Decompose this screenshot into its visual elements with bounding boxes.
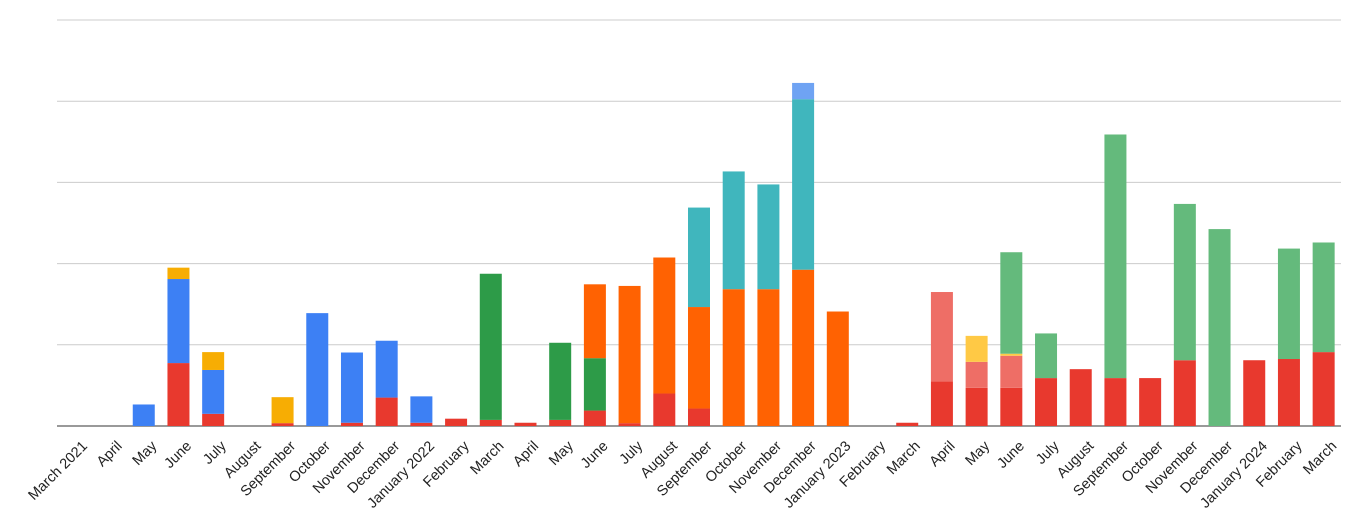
bar-segment: [306, 313, 329, 426]
bar-segment: [583, 358, 606, 411]
x-tick-label: July: [200, 438, 230, 468]
bar-segment: [618, 285, 641, 424]
bar-segment: [479, 419, 502, 426]
bar-segment: [202, 369, 225, 414]
bar-segment: [1104, 378, 1127, 426]
bar-segment: [826, 311, 849, 426]
bar-segment: [132, 404, 155, 426]
bar-segment: [410, 422, 433, 426]
bar-segment: [653, 393, 676, 426]
bar-segment: [965, 387, 988, 426]
bar-segment: [167, 279, 190, 364]
x-tick-label: April: [927, 438, 959, 470]
x-tick-label: May: [130, 438, 161, 469]
x-tick-label: March 2021: [25, 438, 90, 503]
bar-segment: [583, 284, 606, 359]
bar-segment: [1208, 229, 1231, 426]
x-axis: March 2021 April May June JulyAugustSeptembe…: [25, 438, 1340, 512]
bar-segment: [1035, 333, 1058, 379]
x-tick-label: March: [468, 438, 508, 478]
bar-segment: [930, 292, 953, 382]
bar-segment: [479, 273, 502, 420]
x-tick-label: April: [94, 438, 126, 470]
bar-segment: [896, 422, 919, 426]
bar-segment: [965, 335, 988, 362]
bar-segment: [722, 289, 745, 426]
bar-segment: [583, 410, 606, 426]
bar-segment: [1277, 248, 1300, 360]
bar-segment: [1139, 378, 1162, 426]
bar-segment: [792, 99, 815, 270]
bar-segment: [1000, 252, 1023, 354]
bar-segment: [1243, 360, 1266, 426]
x-tick-label: April: [510, 438, 542, 470]
bar-segment: [1277, 359, 1300, 426]
bar-segment: [1173, 360, 1196, 426]
bar-segment: [202, 352, 225, 370]
bar-segment: [1312, 352, 1335, 426]
bar-segment: [340, 352, 363, 423]
bar-segment: [688, 307, 710, 409]
x-tick-label: June: [162, 438, 196, 472]
x-tick-label: June: [994, 438, 1028, 472]
x-tick-label: July: [1033, 438, 1063, 468]
x-tick-label: June: [578, 438, 612, 472]
bar-segment: [688, 207, 710, 308]
bar-segment: [1173, 203, 1196, 361]
bar-segment: [167, 363, 190, 426]
bar-segment: [445, 418, 468, 426]
bar-segment: [375, 340, 398, 398]
bar-segment: [514, 422, 537, 426]
bar-segment: [757, 289, 780, 426]
bar-segment: [410, 396, 433, 423]
bar-segment: [965, 361, 988, 388]
bar-segment: [757, 184, 780, 290]
bar-segment: [653, 257, 676, 394]
bar-segment: [340, 422, 363, 426]
x-tick-label: May: [963, 438, 994, 469]
bar-segment: [1000, 353, 1023, 356]
bar-segment: [1000, 387, 1023, 426]
bar-segment: [1069, 369, 1092, 426]
bar-segment: [618, 423, 641, 426]
bar-segment: [167, 267, 190, 280]
bar-segment: [688, 408, 710, 426]
bar-segment: [271, 397, 294, 424]
bar-segment: [792, 269, 815, 426]
bar-segment: [1035, 378, 1058, 426]
bar-segment: [792, 82, 815, 100]
bar-segment: [1000, 355, 1023, 388]
bar-segment: [549, 342, 572, 420]
bar-segment: [375, 397, 398, 426]
bar-segment: [1312, 242, 1335, 353]
bar-segment: [202, 413, 225, 426]
bar-segment: [930, 381, 953, 426]
bar-segment: [1104, 134, 1127, 379]
bar-segment: [722, 171, 745, 290]
bar-segment: [549, 419, 572, 426]
x-tick-label: May: [546, 438, 577, 469]
bar-series: [132, 82, 1335, 426]
x-tick-label: July: [617, 438, 647, 468]
x-tick-label: March: [1300, 438, 1340, 478]
bar-segment: [271, 423, 294, 426]
x-tick-label: March: [884, 438, 924, 478]
